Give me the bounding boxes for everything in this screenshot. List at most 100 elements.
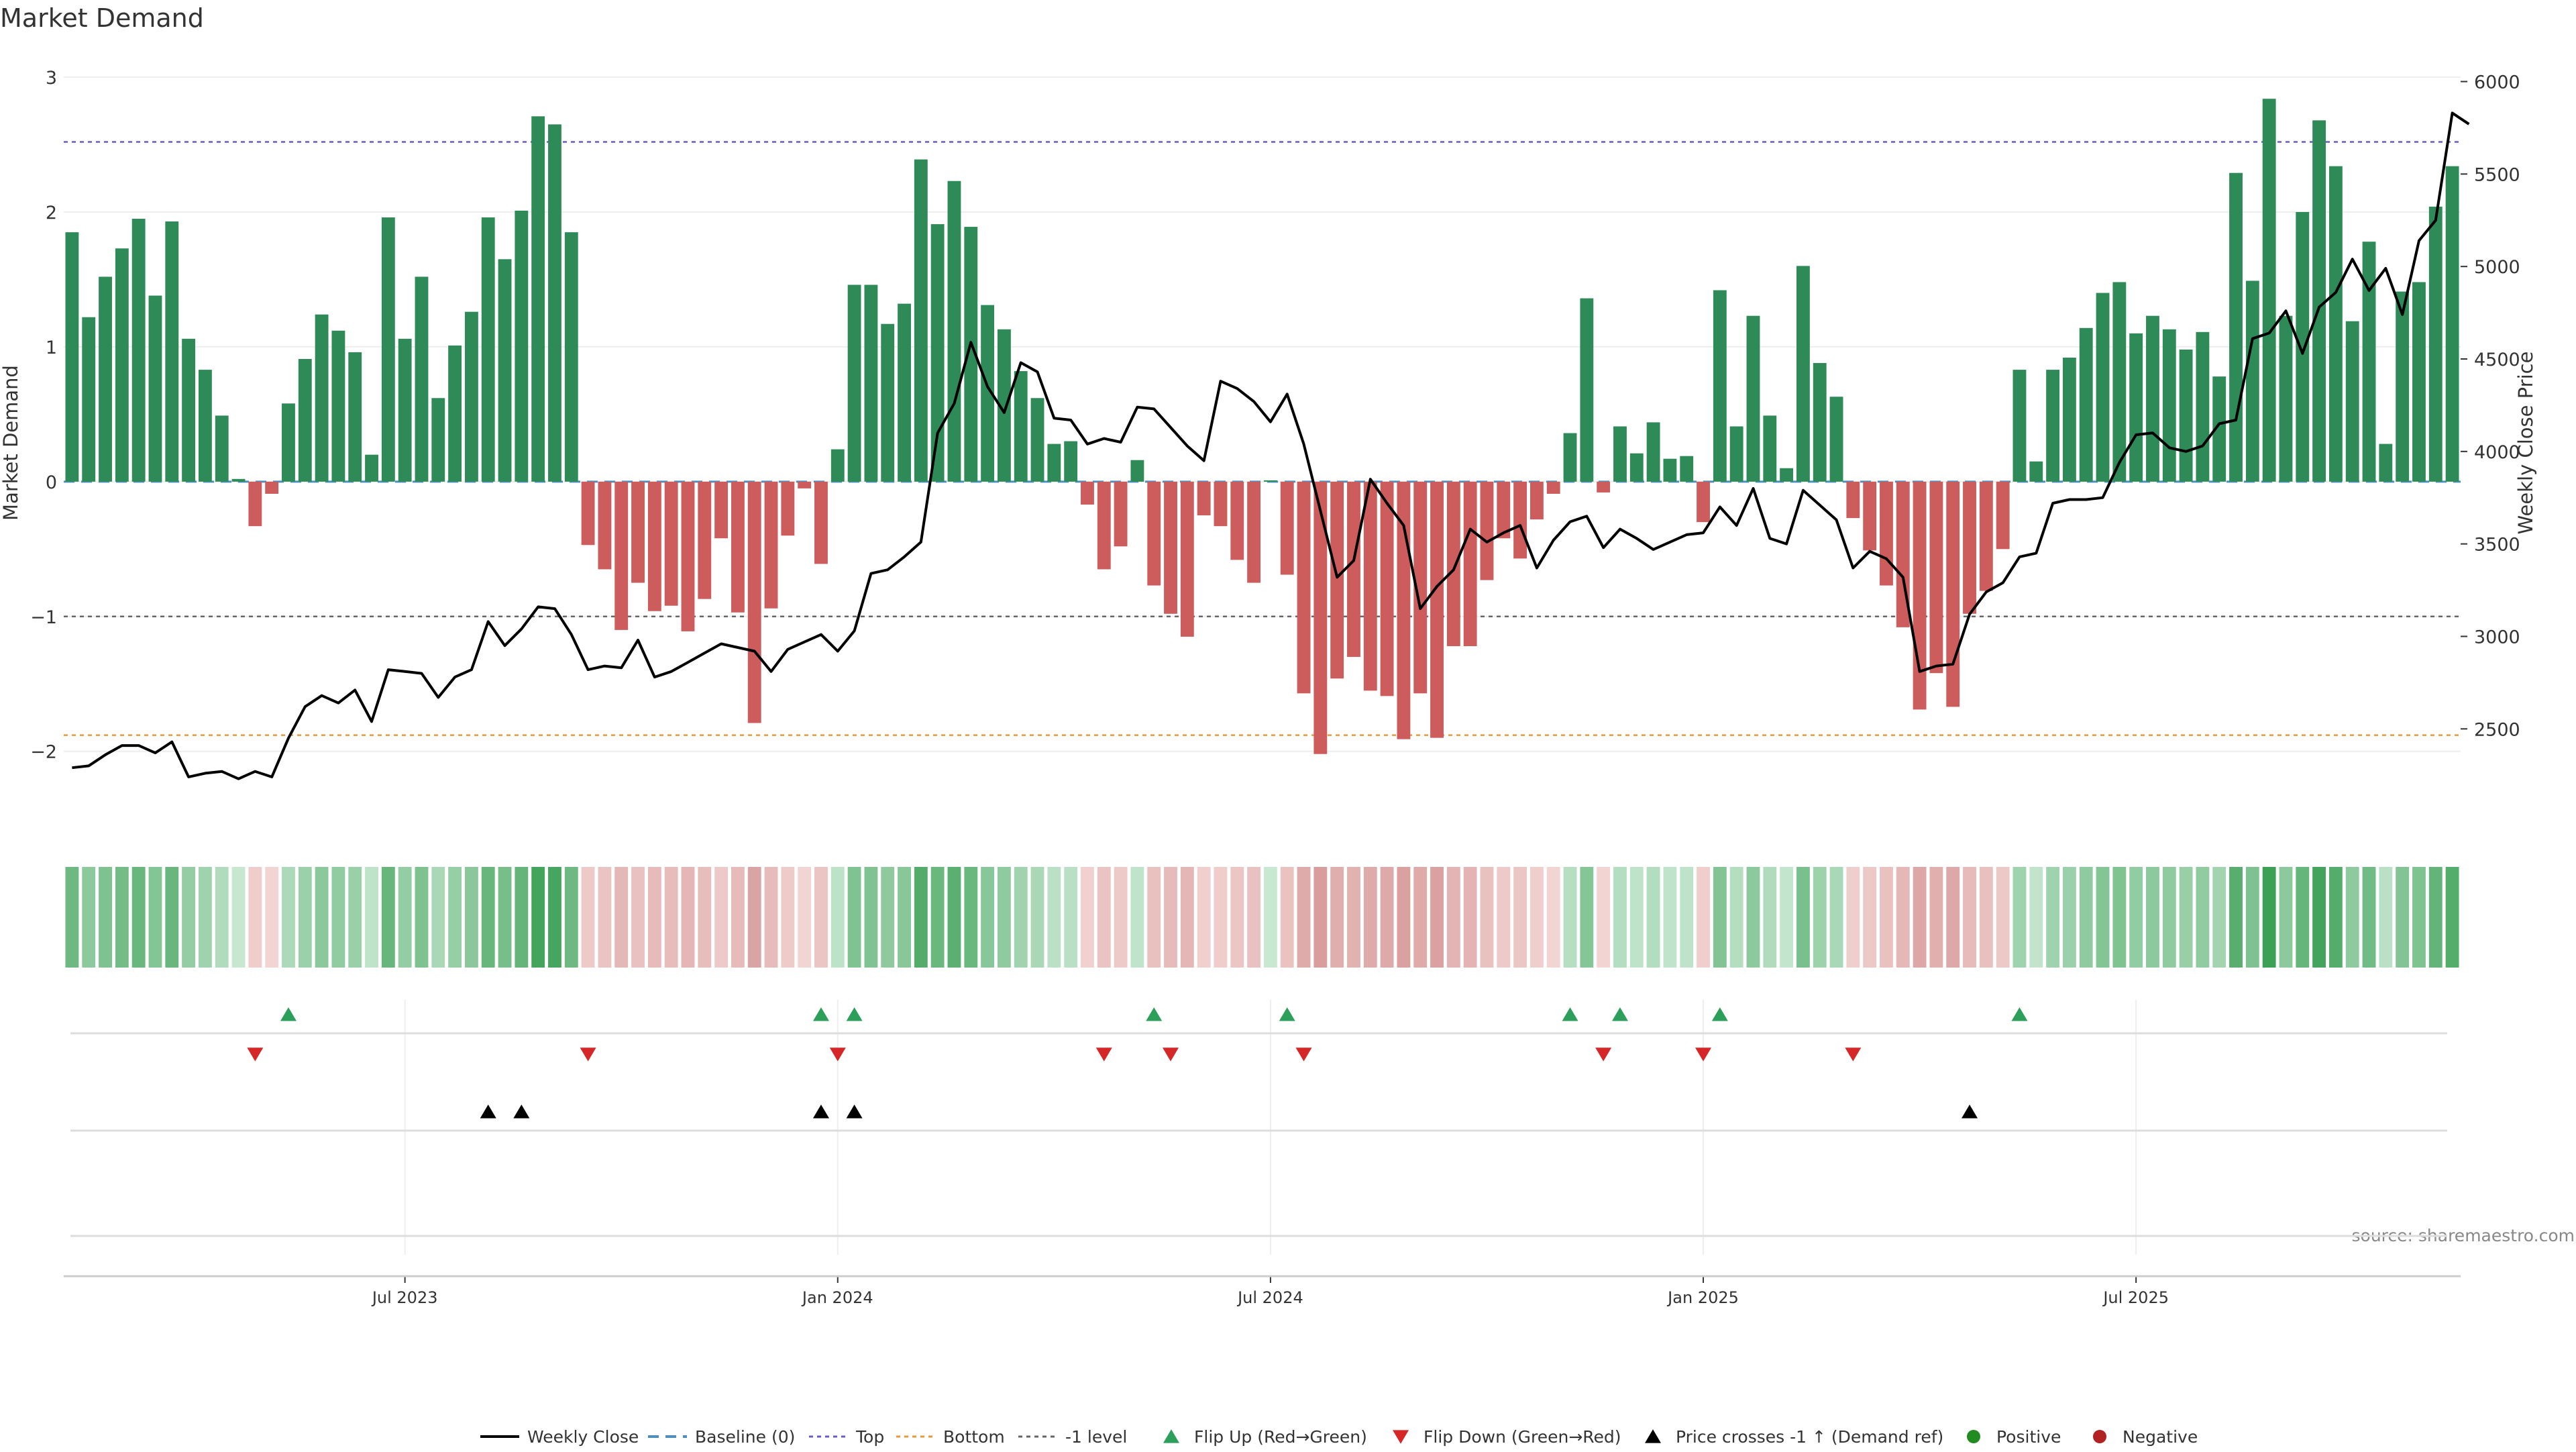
heat-cell xyxy=(1713,867,1727,968)
demand-bar xyxy=(2379,444,2393,482)
demand-bar xyxy=(614,481,629,630)
flip-up-marker xyxy=(2011,1007,2028,1021)
heat-cell xyxy=(548,867,561,968)
heat-cell xyxy=(864,867,878,968)
heat-cell xyxy=(1081,867,1094,968)
heat-cell xyxy=(798,867,812,968)
price-cross-marker xyxy=(1962,1104,1978,1119)
heat-cell xyxy=(1629,867,1644,968)
heat-cell xyxy=(614,867,629,968)
demand-bar xyxy=(1297,481,1311,694)
heat-cell xyxy=(1780,867,1794,968)
heat-cell xyxy=(2445,867,2459,968)
heat-cell xyxy=(914,867,928,968)
demand-bar xyxy=(1064,441,1078,482)
heat-cell xyxy=(2012,867,2027,968)
demand-bar xyxy=(248,481,262,527)
x-tick-label: Jul 2025 xyxy=(2102,1288,2169,1307)
demand-bar xyxy=(2129,333,2143,482)
heat-cell xyxy=(282,867,295,968)
demand-bar xyxy=(681,481,695,631)
demand-bar xyxy=(1529,481,1544,520)
heat-cell xyxy=(1230,867,1244,968)
heat-cell xyxy=(381,867,395,968)
demand-bar xyxy=(1197,481,1211,516)
demand-bar xyxy=(131,219,146,482)
heat-cell xyxy=(1979,867,1993,968)
legend-label: Positive xyxy=(1996,1427,2061,1447)
heat-cell xyxy=(2312,867,2326,968)
heat-cell xyxy=(1214,867,1228,968)
demand-bar xyxy=(431,398,445,482)
x-tick-label: Jan 2025 xyxy=(1666,1288,1739,1307)
heat-cell xyxy=(814,867,828,968)
heat-cell xyxy=(1280,867,1294,968)
demand-bar xyxy=(1480,481,1494,580)
x-tick-label: Jan 2024 xyxy=(801,1288,873,1307)
chart-title: Market Demand xyxy=(0,3,204,33)
heat-cell xyxy=(714,867,729,968)
demand-bar xyxy=(2012,370,2027,482)
heat-cell xyxy=(1763,867,1777,968)
demand-bar xyxy=(2112,282,2127,482)
demand-bar xyxy=(564,232,578,482)
heat-cell xyxy=(1646,867,1660,968)
demand-bar xyxy=(1597,481,1611,492)
demand-bar xyxy=(2296,211,2310,482)
heat-cell xyxy=(1529,867,1544,968)
heat-cell xyxy=(1480,867,1494,968)
demand-bar xyxy=(1796,266,1810,482)
demand-bar xyxy=(1746,315,1760,482)
heat-cell xyxy=(1996,867,2010,968)
heat-cell xyxy=(2296,867,2310,968)
heat-cell xyxy=(2396,867,2410,968)
demand-bar xyxy=(1130,460,1144,482)
demand-bar xyxy=(1680,456,1694,482)
demand-bar xyxy=(2079,327,2093,482)
heat-cell xyxy=(2362,867,2376,968)
demand-bar xyxy=(99,276,112,482)
demand-bar xyxy=(398,338,412,482)
heat-cell xyxy=(415,867,429,968)
demand-bar xyxy=(1729,426,1743,482)
demand-bar xyxy=(1463,481,1477,646)
demand-bar xyxy=(315,314,329,482)
heat-cell xyxy=(1497,867,1511,968)
axes: 3 2 1 0 −1 −2 6000 5500 5000 4500 4000 3500 3000 2500… xyxy=(30,68,2520,1307)
demand-bar xyxy=(1263,480,1277,482)
demand-bar xyxy=(165,221,179,482)
heat-cell xyxy=(1064,867,1078,968)
demand-bar xyxy=(997,329,1011,482)
heat-cell xyxy=(2279,867,2293,968)
heat-cell xyxy=(2129,867,2143,968)
demand-bar xyxy=(964,227,978,482)
demand-bar xyxy=(2229,172,2243,482)
legend-label: Negative xyxy=(2123,1427,2198,1447)
demand-bar xyxy=(1247,481,1261,583)
demand-bar xyxy=(2046,370,2060,482)
demand-bar xyxy=(2146,315,2159,482)
heat-cell xyxy=(681,867,695,968)
heat-cell xyxy=(165,867,179,968)
demand-bar xyxy=(1513,481,1527,559)
gridlines xyxy=(64,76,2461,1255)
heat-cell xyxy=(1880,867,1893,968)
heat-cell xyxy=(2229,867,2243,968)
demand-bar xyxy=(1646,422,1660,482)
heat-cell xyxy=(2029,867,2043,968)
heat-cell xyxy=(131,867,146,968)
demand-bar xyxy=(1081,481,1094,505)
heat-cell xyxy=(1546,867,1560,968)
heat-cell xyxy=(1597,867,1611,968)
heat-cell xyxy=(298,867,312,968)
heat-cell xyxy=(598,867,612,968)
y-tick-label: 2 xyxy=(46,203,57,223)
y2-axis-label: Weekly Close Price xyxy=(2514,352,2537,535)
demand-bar xyxy=(2212,376,2226,482)
price-cross-marker xyxy=(513,1104,530,1119)
heat-cell xyxy=(82,867,96,968)
y2-tick-label: 3500 xyxy=(2474,535,2520,556)
flip-down-marker xyxy=(1095,1047,1112,1061)
x-tick-label: Jul 2023 xyxy=(371,1288,438,1307)
